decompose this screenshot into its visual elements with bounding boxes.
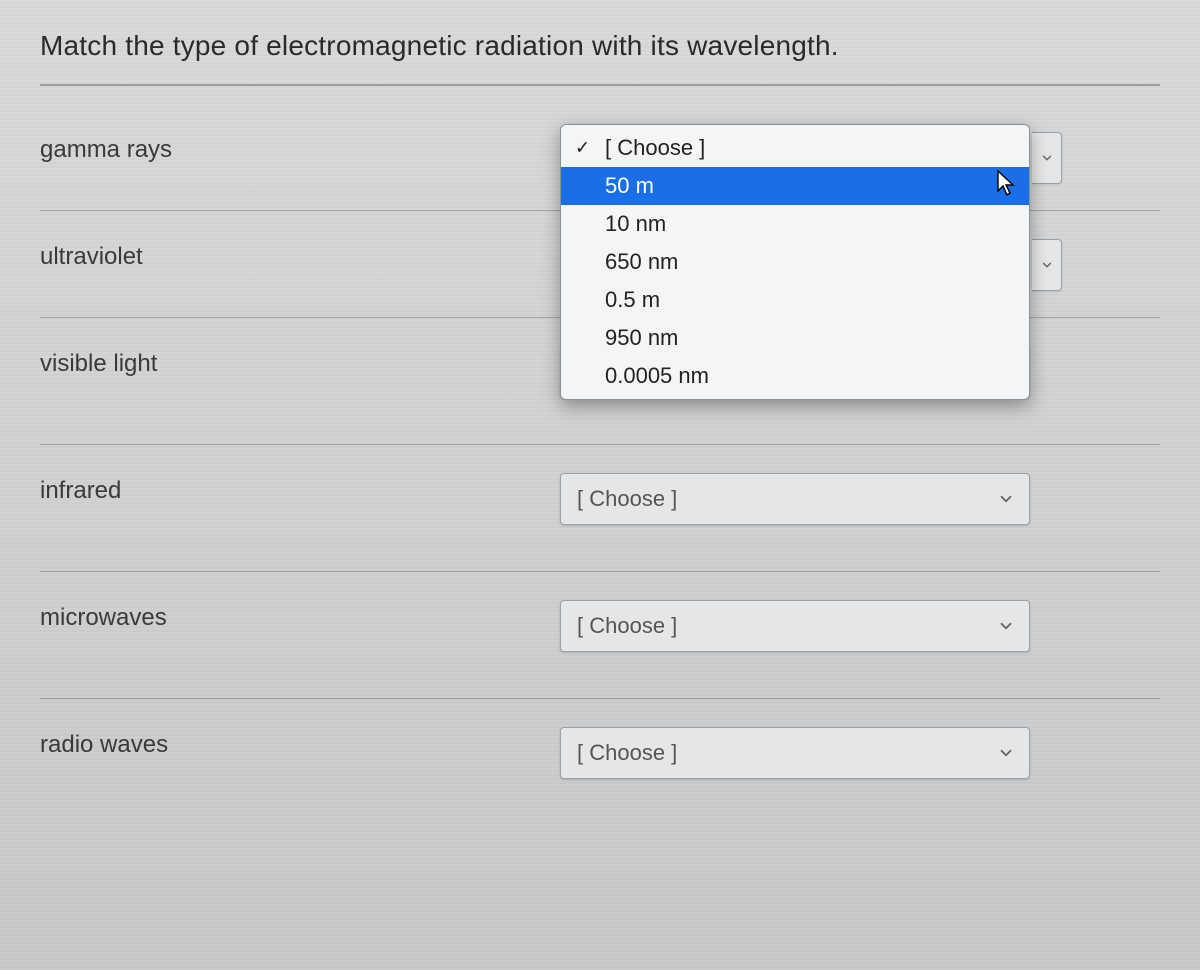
dropdown-option-selected[interactable]: ✓ [ Choose ] <box>561 129 1029 167</box>
row-label: radio waves <box>40 727 560 759</box>
dropdown-option-label: 0.0005 nm <box>605 363 709 388</box>
match-row: infrared [ Choose ] <box>40 445 1160 572</box>
select-dropdown[interactable]: [ Choose ] <box>560 600 1030 652</box>
dropdown-option[interactable]: 950 nm <box>561 319 1029 357</box>
dropdown-option-highlighted[interactable]: 50 m <box>561 167 1029 205</box>
dropdown-option-label: 950 nm <box>605 325 678 350</box>
row-control: [ Choose ] <box>560 727 1160 779</box>
match-rows: gamma rays ✓ [ Choose ] 50 m 10 nm 65 <box>40 104 1160 809</box>
dropdown-option-label: [ Choose ] <box>605 135 705 160</box>
row-label: visible light <box>40 346 560 378</box>
dropdown-option[interactable]: 0.0005 nm <box>561 357 1029 395</box>
question-container: Match the type of electromagnetic radiat… <box>22 12 1178 958</box>
match-row: radio waves [ Choose ] <box>40 699 1160 809</box>
chevron-down-icon <box>997 617 1015 635</box>
chevron-down-icon <box>997 744 1015 762</box>
dropdown-option[interactable]: 10 nm <box>561 205 1029 243</box>
chevron-down-icon <box>997 490 1015 508</box>
cursor-icon <box>995 169 1017 197</box>
select-value: [ Choose ] <box>577 740 677 766</box>
row-label: infrared <box>40 473 560 505</box>
dropdown-option-label: 0.5 m <box>605 287 660 312</box>
checkmark-icon: ✓ <box>575 138 590 159</box>
match-row: microwaves [ Choose ] <box>40 572 1160 699</box>
match-row: gamma rays ✓ [ Choose ] 50 m 10 nm 65 <box>40 104 1160 211</box>
row-control: [ Choose ] <box>560 473 1160 525</box>
select-peek[interactable] <box>1032 132 1062 184</box>
row-control: [ Choose ] <box>560 600 1160 652</box>
row-label: gamma rays <box>40 132 560 164</box>
select-dropdown[interactable]: [ Choose ] <box>560 473 1030 525</box>
dropdown-option-label: 10 nm <box>605 211 666 236</box>
dropdown-option-label: 50 m <box>605 173 654 198</box>
dropdown-menu[interactable]: ✓ [ Choose ] 50 m 10 nm 650 nm 0.5 m <box>560 124 1030 400</box>
dropdown-option[interactable]: 650 nm <box>561 243 1029 281</box>
question-prompt: Match the type of electromagnetic radiat… <box>40 24 1160 86</box>
select-dropdown[interactable]: [ Choose ] <box>560 727 1030 779</box>
dropdown-option-label: 650 nm <box>605 249 678 274</box>
select-peek[interactable] <box>1032 239 1062 291</box>
row-label: ultraviolet <box>40 239 560 271</box>
select-value: [ Choose ] <box>577 613 677 639</box>
select-value: [ Choose ] <box>577 486 677 512</box>
dropdown-option[interactable]: 0.5 m <box>561 281 1029 319</box>
row-label: microwaves <box>40 600 560 632</box>
